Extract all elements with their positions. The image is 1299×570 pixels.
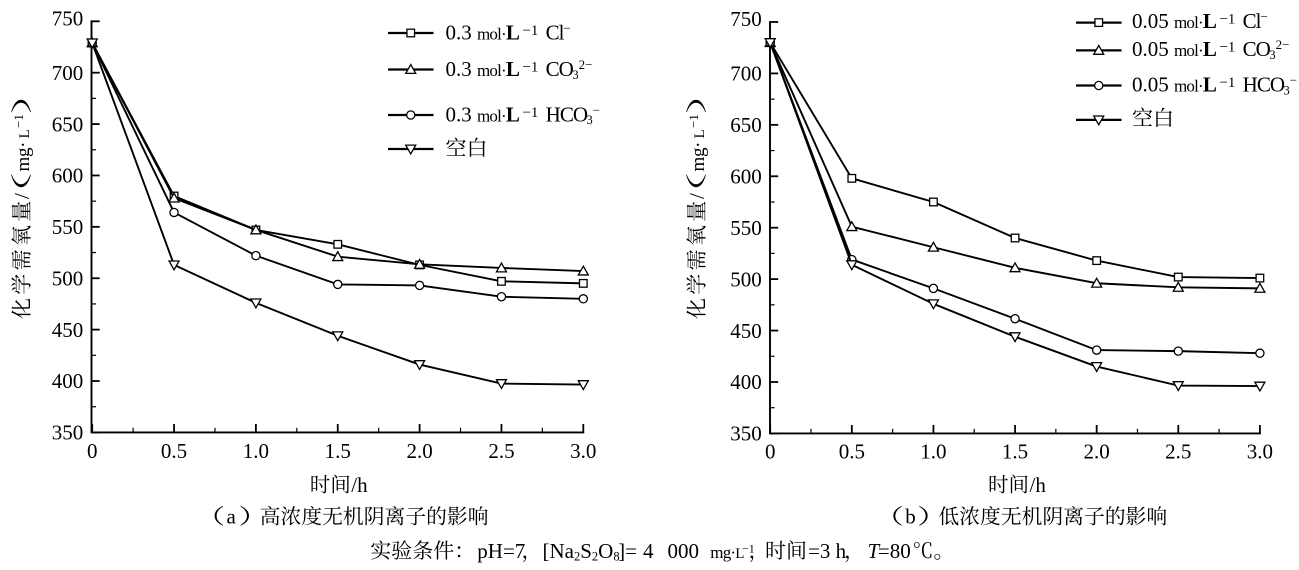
svg-text:b: b	[905, 505, 916, 529]
svg-text:mg·: mg·	[688, 142, 709, 172]
svg-text:0.3 mol·L−1 CO32−: 0.3 mol·L −1 CO32−	[446, 57, 593, 82]
svg-text:550: 550	[52, 215, 84, 239]
svg-text:450: 450	[730, 319, 762, 343]
svg-text:0.3 mol·L−1 Cl−: 0.3 mol·L −1 Cl−	[446, 21, 571, 45]
svg-text:1.5: 1.5	[1002, 440, 1028, 464]
svg-text:350: 350	[52, 421, 84, 445]
svg-text:/: /	[685, 193, 709, 199]
svg-text:/: /	[10, 193, 34, 199]
svg-text:650: 650	[52, 112, 84, 136]
svg-text:pH=7: pH=7	[477, 539, 525, 563]
svg-text:L: L	[692, 129, 708, 138]
svg-text:/h: /h	[1030, 473, 1047, 497]
svg-text:700: 700	[730, 62, 762, 86]
svg-text:mg·: mg·	[13, 142, 34, 172]
svg-text:3.0: 3.0	[570, 439, 596, 463]
svg-text:0.05 mol·L−1 CO32−: 0.05 mol·L −1 CO32−	[1132, 37, 1289, 62]
svg-text:3.0: 3.0	[1247, 440, 1273, 464]
svg-text:1.0: 1.0	[243, 439, 269, 463]
svg-text:400: 400	[52, 369, 84, 393]
svg-text:=3 h: =3 h	[808, 539, 847, 563]
svg-text:650: 650	[730, 113, 762, 137]
svg-text:1.0: 1.0	[920, 440, 946, 464]
svg-text:−1: −1	[686, 114, 701, 128]
svg-text:a: a	[227, 505, 237, 529]
svg-text:0.3 mol·L−1 HCO3−: 0.3 mol·L −1 HCO3−	[446, 102, 601, 127]
svg-text:0.05 mol·L−1 HCO3−: 0.05 mol·L −1 HCO3−	[1132, 73, 1297, 98]
svg-text:0: 0	[87, 439, 98, 463]
svg-text:0: 0	[765, 440, 776, 464]
svg-text:0.5: 0.5	[839, 440, 865, 464]
svg-text:700: 700	[52, 61, 84, 85]
svg-text:350: 350	[730, 422, 762, 446]
svg-text:500: 500	[52, 266, 84, 290]
svg-text:600: 600	[52, 164, 84, 188]
svg-text:750: 750	[52, 7, 84, 31]
svg-text:600: 600	[730, 164, 762, 188]
svg-text:2.0: 2.0	[406, 439, 432, 463]
svg-text:450: 450	[52, 318, 84, 342]
svg-text:400: 400	[730, 370, 762, 394]
svg-text:2.5: 2.5	[1165, 440, 1191, 464]
svg-text:500: 500	[730, 267, 762, 291]
svg-text:−1: −1	[11, 114, 26, 128]
svg-text:2.0: 2.0	[1084, 440, 1110, 464]
svg-text:550: 550	[730, 216, 762, 240]
svg-text:0.05 mol·L−1 Cl−: 0.05 mol·L −1 Cl−	[1132, 9, 1268, 33]
svg-text:0.5: 0.5	[161, 439, 187, 463]
svg-text:/h: /h	[351, 473, 368, 497]
svg-text:2.5: 2.5	[488, 439, 514, 463]
svg-text:T: T	[868, 539, 881, 563]
svg-text:=80: =80	[878, 539, 911, 563]
svg-text:1.5: 1.5	[325, 439, 351, 463]
svg-text:L: L	[17, 129, 33, 138]
svg-text:750: 750	[730, 7, 762, 31]
